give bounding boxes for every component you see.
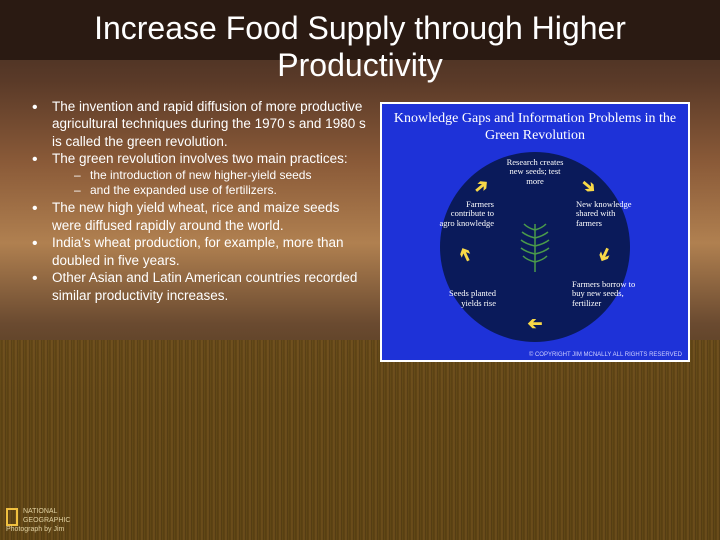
cycle-node-knowledge-shared: New knowledge shared with farmers — [576, 200, 636, 228]
bullet-3: The new high yield wheat, rice and maize… — [30, 199, 366, 234]
cycle-node-seeds-planted: Seeds planted yields rise — [436, 289, 496, 308]
photo-credit: Photograph by Jim — [6, 526, 64, 533]
bullet-2-sub-1: the introduction of new higher-yield see… — [74, 168, 366, 184]
figure-column: Knowledge Gaps and Information Problems … — [380, 98, 690, 362]
cycle-diagram: Research creates new seeds; test more Ne… — [440, 152, 630, 342]
bullet-5: Other Asian and Latin American countries… — [30, 269, 366, 304]
figure-title: Knowledge Gaps and Information Problems … — [382, 104, 688, 147]
arrow-icon: ➔ — [576, 174, 601, 200]
figure-copyright: © COPYRIGHT JIM MCNALLY ALL RIGHTS RESER… — [529, 352, 682, 358]
arrow-icon: ➔ — [453, 243, 478, 266]
bullet-1-text: The invention and rapid diffusion of mor… — [52, 99, 366, 149]
bullet-2-text: The green revolution involves two main p… — [52, 151, 348, 166]
plant-icon — [518, 220, 552, 274]
natgeo-line2: GEOGRAPHIC — [23, 517, 70, 524]
bullet-2-sub-2: and the expanded use of fertilizers. — [74, 183, 366, 199]
bullet-2: The green revolution involves two main p… — [30, 150, 366, 199]
text-column: The invention and rapid diffusion of mor… — [30, 98, 370, 362]
slide-title: Increase Food Supply through Higher Prod… — [30, 10, 690, 84]
arrow-icon: ➔ — [592, 243, 617, 266]
cycle-node-farmers-contribute: Farmers contribute to agro knowledge — [434, 200, 494, 228]
cycle-circle: Research creates new seeds; test more Ne… — [440, 152, 630, 342]
cycle-node-research: Research creates new seeds; test more — [504, 158, 566, 186]
bullet-1: The invention and rapid diffusion of mor… — [30, 98, 366, 151]
knowledge-gaps-figure: Knowledge Gaps and Information Problems … — [380, 102, 690, 362]
bullet-4: India's wheat production, for example, m… — [30, 234, 366, 269]
arrow-icon: ➔ — [469, 174, 494, 200]
arrow-icon: ➔ — [527, 313, 542, 334]
natgeo-credit: NATIONAL GEOGRAPHIC Photograph by Jim — [6, 508, 70, 534]
slide-container: Increase Food Supply through Higher Prod… — [0, 0, 720, 540]
natgeo-frame-icon — [6, 508, 18, 526]
cycle-node-farmers-borrow: Farmers borrow to buy new seeds, fertili… — [572, 280, 636, 308]
body-wrap: The invention and rapid diffusion of mor… — [30, 98, 690, 362]
natgeo-line1: NATIONAL — [23, 508, 58, 515]
